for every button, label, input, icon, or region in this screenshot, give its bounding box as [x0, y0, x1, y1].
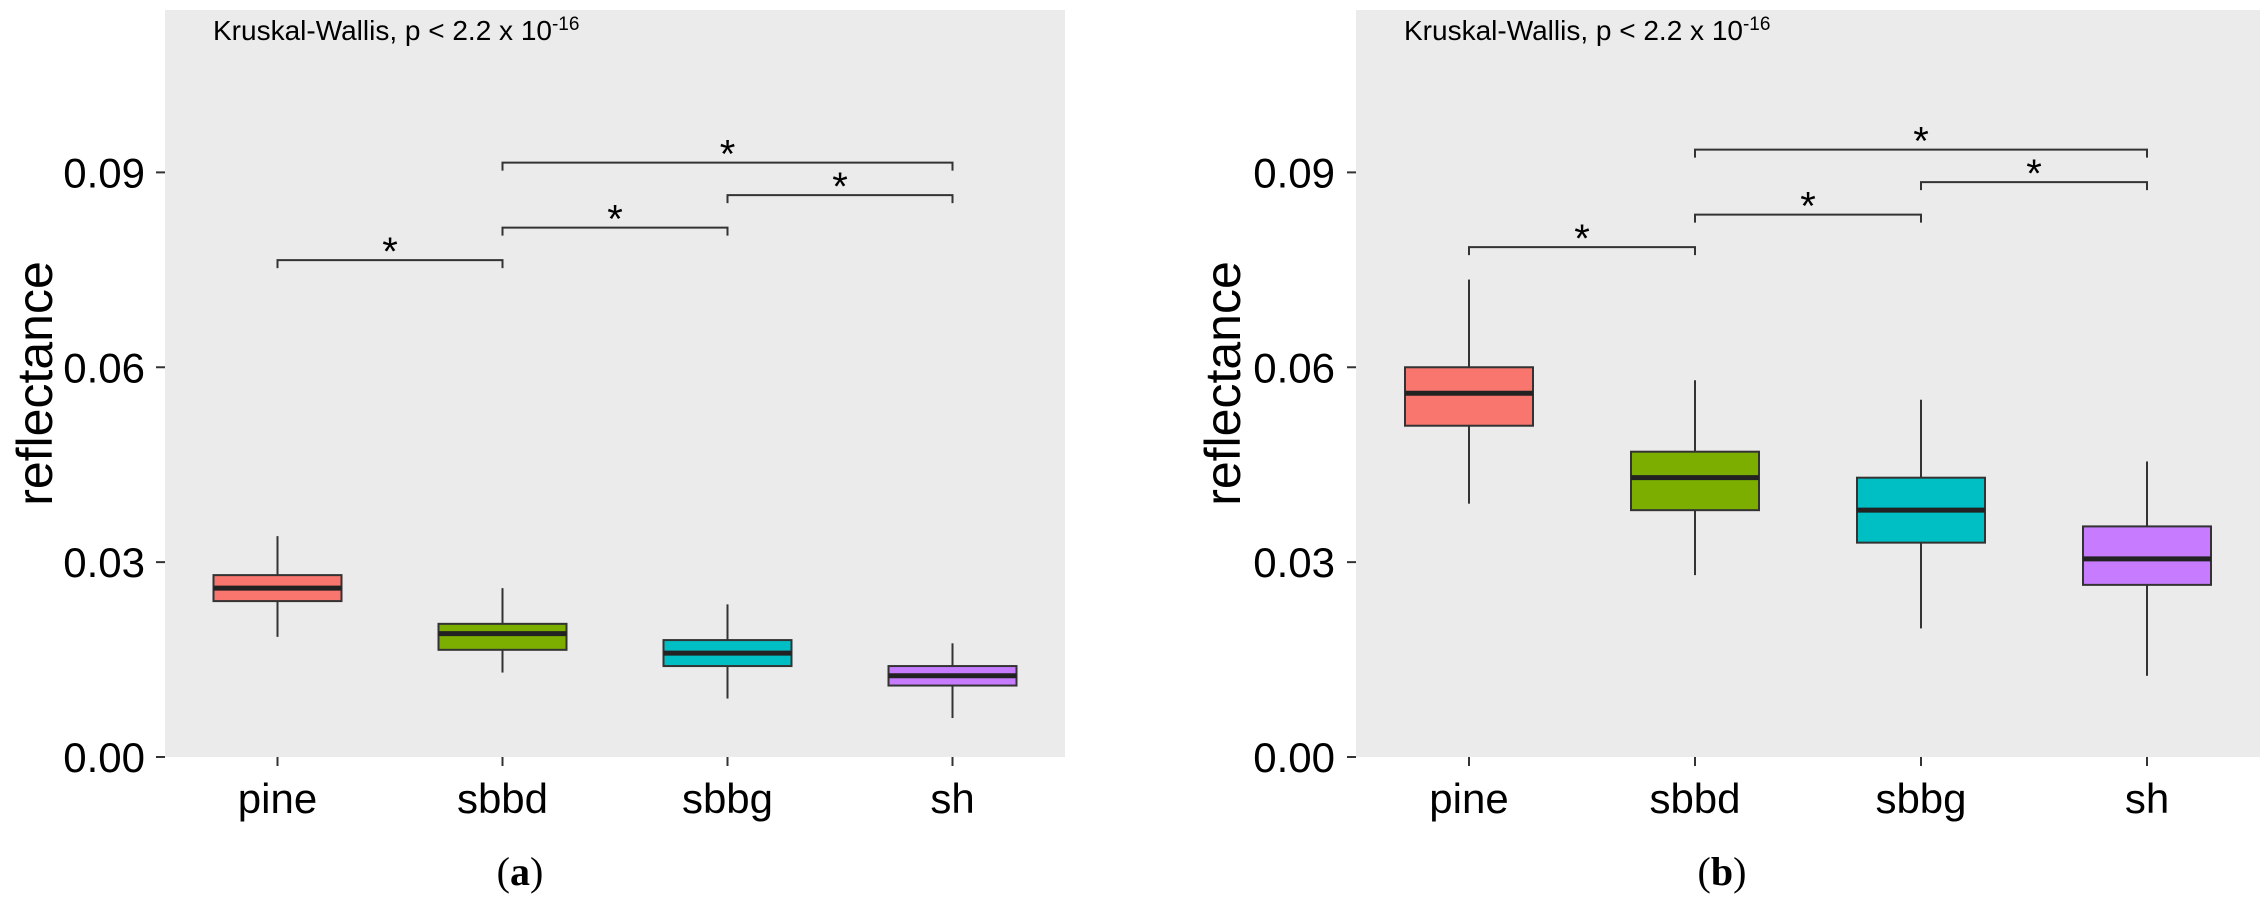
annotation-exponent: -16	[552, 14, 579, 35]
box-sbbd	[437, 588, 568, 673]
panel-label: (a)	[497, 849, 544, 894]
significance-star: *	[1574, 217, 1590, 261]
bracket-line	[276, 259, 504, 269]
significance-star: *	[1913, 120, 1929, 164]
y-tick-label: 0.09	[1253, 149, 1335, 196]
bracket-line	[501, 161, 954, 171]
box-iqr	[437, 622, 568, 651]
plot-background	[165, 10, 1065, 757]
significance-star: *	[607, 198, 623, 242]
significance-bracket-sbbd-sbbg: *	[1694, 185, 1922, 229]
box-sbbd	[1630, 380, 1760, 576]
kruskal-wallis-annotation: Kruskal-Wallis, p < 2.2 x 10-16	[213, 14, 579, 46]
y-tick-label: 0.00	[1253, 734, 1335, 781]
significance-star: *	[2026, 152, 2042, 196]
panel-paren: (	[1698, 849, 1711, 894]
significance-star: *	[720, 133, 736, 177]
significance-bracket-sbbg-sh: *	[726, 165, 954, 209]
annotation-text: Kruskal-Wallis, p < 2.2 x 10	[213, 15, 552, 46]
x-tick-label-pine: pine	[1429, 775, 1508, 822]
y-axis-label: reflectance	[1195, 261, 1251, 506]
box-iqr	[1630, 450, 1760, 512]
x-tick-label-pine: pine	[238, 775, 317, 822]
box-sbbg	[1856, 399, 1986, 629]
x-tick-label-sbbg: sbbg	[682, 775, 773, 822]
box-sh	[887, 643, 1018, 719]
x-tick-label-sbbd: sbbd	[457, 775, 548, 822]
annotation-text: Kruskal-Wallis, p < 2.2 x 10	[1404, 15, 1743, 46]
significance-bracket-sbbd-sh: *	[501, 133, 954, 177]
y-tick-label: 0.06	[1253, 344, 1335, 391]
annotation-exponent: -16	[1743, 14, 1770, 35]
significance-bracket-sbbg-sh: *	[1920, 152, 2148, 196]
significance-star: *	[382, 230, 398, 274]
x-tick-label-sbbg: sbbg	[1875, 775, 1966, 822]
significance-star: *	[1800, 185, 1816, 229]
box-sh	[2082, 461, 2212, 676]
bracket-line	[1694, 213, 1922, 223]
box-pine	[212, 536, 343, 637]
y-tick-label: 0.03	[1253, 539, 1335, 586]
significance-bracket-pine-sbbd: *	[1468, 217, 1696, 261]
panel-label: (b)	[1698, 849, 1747, 894]
panel-paren: )	[530, 849, 543, 894]
panel-letter: b	[1711, 849, 1733, 894]
y-tick-label: 0.09	[63, 149, 145, 196]
x-tick-label-sh: sh	[930, 775, 974, 822]
significance-star: *	[832, 165, 848, 209]
box-sbbg	[662, 604, 793, 699]
y-tick-label: 0.00	[63, 734, 145, 781]
y-tick-label: 0.06	[63, 344, 145, 391]
box-iqr	[2082, 525, 2212, 586]
bracket-line	[726, 194, 954, 204]
x-tick-label-sh: sh	[2125, 775, 2169, 822]
bracket-line	[1468, 246, 1696, 256]
panel-letter: a	[510, 849, 530, 894]
significance-bracket-pine-sbbd: *	[276, 230, 504, 274]
bracket-line	[1694, 148, 2148, 158]
panel-paren: (	[497, 849, 510, 894]
box-pine	[1404, 279, 1534, 504]
y-tick-label: 0.03	[63, 539, 145, 586]
kruskal-wallis-annotation: Kruskal-Wallis, p < 2.2 x 10-16	[1404, 14, 1770, 46]
box-iqr	[1404, 366, 1534, 427]
y-axis-label: reflectance	[7, 261, 63, 506]
x-tick-label-sbbd: sbbd	[1649, 775, 1740, 822]
bracket-line	[1920, 181, 2148, 191]
bracket-line	[501, 226, 729, 236]
panel-b: 0.00 0.03 0.06 0.09 pine sbbd sbbg sh reflectanc…	[1195, 10, 2260, 894]
panel-paren: )	[1733, 849, 1746, 894]
significance-bracket-sbbd-sbbg: *	[501, 198, 729, 242]
panel-a: 0.00 0.03 0.06 0.09 pine sbbd sbbg sh reflectanc…	[7, 10, 1065, 894]
significance-bracket-sbbd-sh: *	[1694, 120, 2148, 164]
